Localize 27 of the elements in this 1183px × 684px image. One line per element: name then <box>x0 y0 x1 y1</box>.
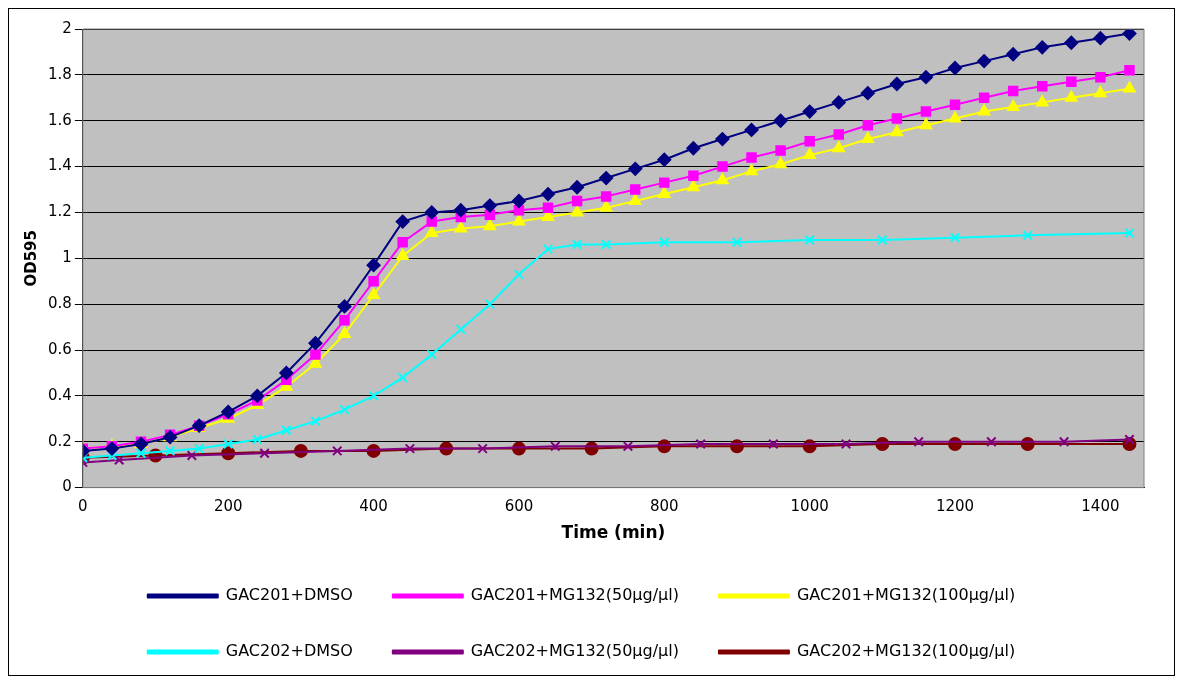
y-tick-label: 1.4 <box>48 156 72 175</box>
legend-label: GAC202+DMSO <box>225 641 353 661</box>
y-tick-label: 1.2 <box>48 202 72 221</box>
legend-label: GAC201+DMSO <box>225 585 353 605</box>
x-tick-label: 200 <box>213 497 243 516</box>
x-tick-label: 800 <box>649 497 679 516</box>
x-tick-label: 600 <box>504 497 534 516</box>
y-tick-label: 1 <box>62 248 72 267</box>
x-tick-label: 400 <box>359 497 388 516</box>
y-tick-label: 2 <box>62 18 72 37</box>
x-tick-label: 0 <box>78 497 88 516</box>
y-tick-label: 1.8 <box>48 64 72 83</box>
y-tick-label: 0.4 <box>48 385 72 404</box>
legend-label: GAC201+MG132(50µg/µl) <box>470 585 679 605</box>
y-tick-label: 0.6 <box>48 339 72 358</box>
y-tick-label: 0 <box>62 477 72 496</box>
legend-label: GAC202+MG132(50µg/µl) <box>470 641 679 661</box>
y-tick-label: 0.8 <box>48 294 72 313</box>
x-tick-label: 1200 <box>935 497 975 516</box>
legend-label: GAC201+MG132(100µg/µl) <box>796 585 1016 605</box>
y-axis-title: OD595 <box>21 230 40 287</box>
x-tick-label: 1400 <box>1081 497 1120 516</box>
x-axis-title: Time (min) <box>561 522 666 543</box>
legend-label: GAC202+MG132(100µg/µl) <box>796 641 1016 661</box>
y-tick-label: 1.6 <box>48 110 72 129</box>
x-tick-label: 1000 <box>790 497 829 516</box>
y-tick-label: 0.2 <box>48 431 72 450</box>
